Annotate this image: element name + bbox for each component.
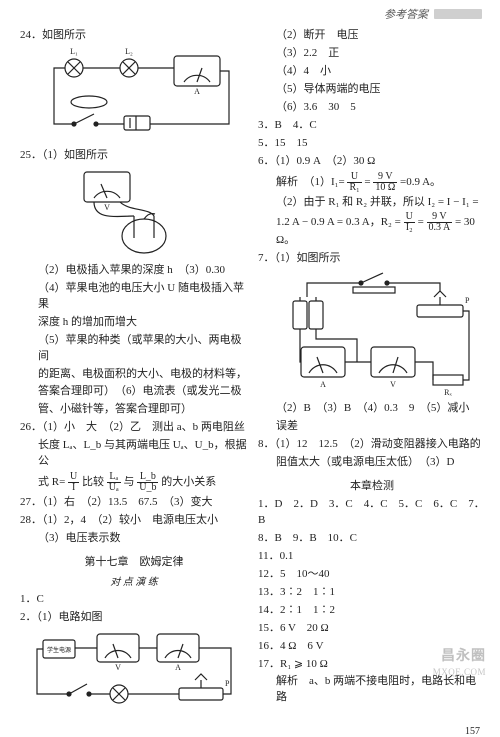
ans-25-5a: （5）苹果的种类（或苹果的大小、两电极间: [20, 333, 248, 365]
t-exp: 解析 a、b 两端不接电阻时，电路长和电路: [258, 674, 486, 706]
header-bar: [434, 9, 482, 19]
diagram-q2: 学生电源 V A: [20, 628, 248, 718]
svg-text:P: P: [225, 679, 230, 688]
ans-24: 24．如图所示: [20, 28, 248, 44]
watermark-url: MXQE.COM: [433, 667, 486, 677]
r2-3: （3）2.2 正: [258, 46, 486, 62]
t13: 13．3∶2 1∶1: [258, 585, 486, 601]
test-title: 本章检测: [258, 477, 486, 493]
r3: 3．B 4．C: [258, 118, 486, 134]
left-column: 24．如图所示 L₁ L₂ A: [20, 26, 248, 718]
svg-text:V: V: [104, 203, 110, 212]
svg-text:A: A: [175, 663, 181, 672]
ans-28-1: 28．（1）2，4 （2）较小 电源电压太小: [20, 513, 248, 529]
r2-2: （2）断开 电压: [258, 28, 486, 44]
r6-exp1: 解析 （1）I₁= UR₁ = 9 V10 Ω =0.9 A。: [258, 172, 486, 193]
r8-1a: 8．（1）12 12.5 （2）滑动变阻器接入电路的: [258, 437, 486, 453]
r7-wc: 误差: [258, 419, 486, 435]
diagram-24: L₁ L₂ A: [20, 46, 248, 146]
r6-exp2b: 1.2 A − 0.9 A = 0.3 A，R₂ = UI₂ = 9 V0.3 …: [258, 212, 486, 249]
ans-25-5c: 答案合理即可） （6）电流表（或发光二极: [20, 384, 248, 400]
r2-4: （4）4 小: [258, 64, 486, 80]
t1: 1．D 2．D 3．C 4．C 5．C 6．C 7．B: [258, 497, 486, 529]
ans-26-c: 式 R= UI 比较 LₐUₐ 与 L_bU_b 的大小关系: [20, 472, 248, 493]
ans-26-a: 26．（1）小 大 （2）乙 测出 a、b 两电阻丝: [20, 420, 248, 436]
subsection-title: 对 点 演 练: [20, 573, 248, 588]
r7-2345: （2）B （3）B （4）0.3 9 （5）减小: [258, 401, 486, 417]
t14: 14．2∶1 1∶2: [258, 603, 486, 619]
diagram-25: V: [20, 166, 248, 261]
svg-text:L₁: L₁: [70, 47, 78, 56]
t11: 11．0.1: [258, 549, 486, 565]
svg-text:A: A: [320, 380, 326, 389]
svg-text:P: P: [465, 296, 470, 305]
t8: 8．B 9．B 10．C: [258, 531, 486, 547]
t12: 12．5 10～40: [258, 567, 486, 583]
ans-26-c-post: 的大小关系: [161, 476, 216, 488]
ans-26-c-pre: 式 R=: [38, 476, 65, 488]
svg-text:A: A: [194, 87, 200, 96]
r2-6: （6）3.6 30 5: [258, 100, 486, 116]
t15: 15．6 V 20 Ω: [258, 621, 486, 637]
ans-25-1: 25．（1）如图所示: [20, 148, 248, 164]
r5: 5．15 15: [258, 136, 486, 152]
ans-25-5b: 的距离、电极面积的大小、电极的材料等，: [20, 367, 248, 383]
ans-25-2: （2）电极插入苹果的深度 h （3）0.30: [20, 263, 248, 279]
r6-1: 6．（1）0.9 A （2）30 Ω: [258, 154, 486, 170]
ans-27: 27．（1）右 （2）13.5 67.5 （3）变大: [20, 495, 248, 511]
svg-text:L₂: L₂: [125, 47, 133, 56]
r2-5: （5）导体两端的电压: [258, 82, 486, 98]
ans-26-b: 长度 Lₐ、L_b 与其两端电压 Uₐ、U_b，根据公: [20, 438, 248, 470]
diagram-7: P A V Rₓ: [258, 269, 486, 399]
ans-25-4b: 深度 h 的增加而增大: [20, 315, 248, 331]
ans-25-4a: （4）苹果电池的电压大小 U 随电极插入苹果: [20, 281, 248, 313]
watermark-brand: 昌永圈: [441, 645, 486, 665]
r6-exp2a: （2）由于 R₁ 和 R₂ 并联，所以 I₂ = I − I₁ =: [258, 195, 486, 211]
svg-text:学生电源: 学生电源: [47, 646, 71, 654]
q2-1: 2．（1）电路如图: [20, 610, 248, 626]
r8-1b: 阻值太大（或电源电压太低） （3）D: [258, 455, 486, 471]
chapter-title: 第十七章 欧姆定律: [20, 553, 248, 569]
right-column: （2）断开 电压 （3）2.2 正 （4）4 小 （5）导体两端的电压 （6）3…: [258, 26, 486, 718]
ans-25-5d: 管、小磁针等，答案合理即可）: [20, 402, 248, 418]
r7-1: 7．（1）如图所示: [258, 251, 486, 267]
ans-28-3: （3）电压表示数: [20, 531, 248, 547]
q1: 1．C: [20, 592, 248, 608]
page-header-label: 参考答案: [384, 6, 428, 22]
svg-text:Rₓ: Rₓ: [444, 388, 452, 397]
svg-text:V: V: [390, 380, 396, 389]
svg-text:V: V: [115, 663, 121, 672]
page-number: 157: [0, 726, 500, 737]
